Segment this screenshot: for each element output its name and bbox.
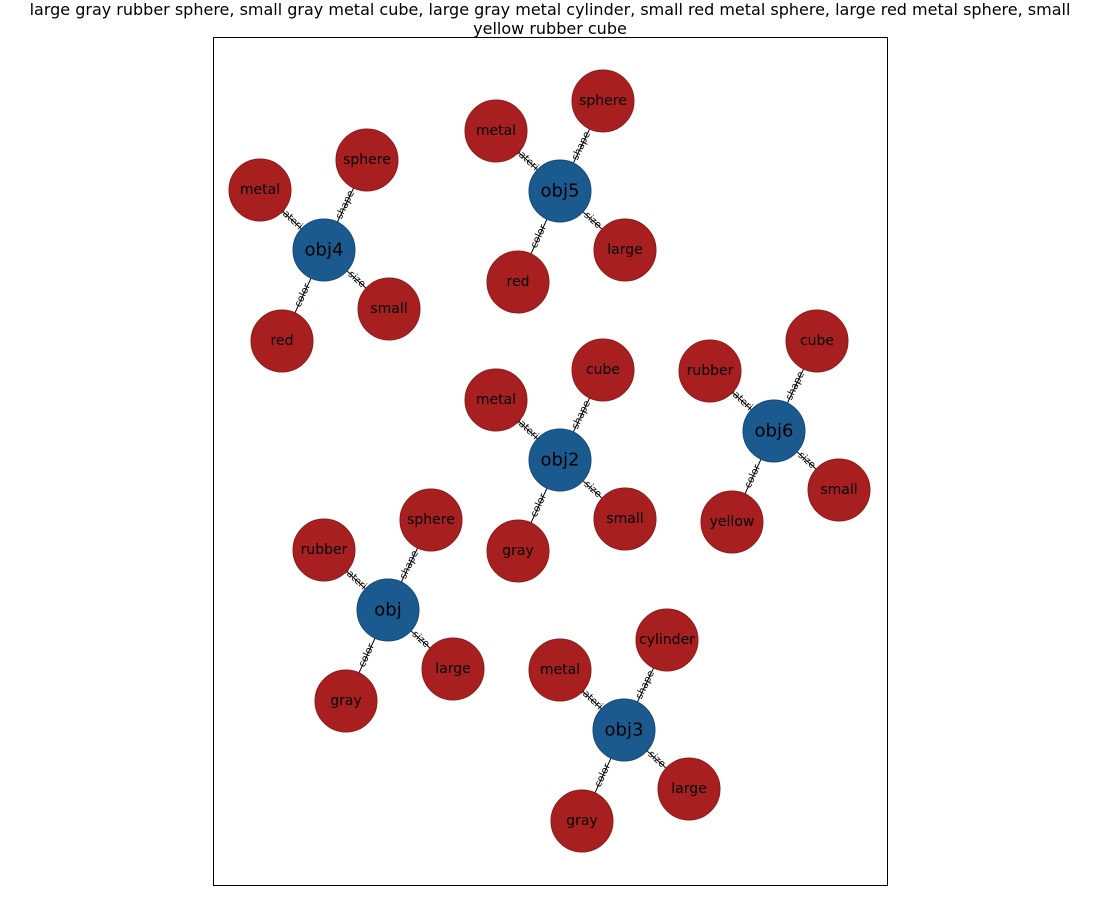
object-node [528, 428, 592, 492]
figure-title-line-2: yellow rubber cube [473, 19, 627, 38]
attribute-node-label: gray [502, 543, 534, 559]
edge-label-shape: shape [570, 130, 593, 162]
edge-label-shape: shape [634, 669, 657, 701]
edge-label-color: color [743, 462, 764, 490]
edge-label-color: color [529, 491, 550, 519]
figure-title: large gray rubber sphere, small gray met… [0, 0, 1100, 38]
attribute-node [486, 250, 550, 314]
attribute-node-label: yellow [710, 514, 755, 530]
attribute-node [292, 518, 356, 582]
object-node [356, 578, 420, 642]
object-node-label: obj5 [541, 181, 580, 202]
plot-frame [213, 37, 888, 886]
attribute-node-label: large [607, 242, 642, 258]
attribute-node-label: sphere [343, 152, 391, 168]
attribute-node-label: gray [330, 693, 362, 709]
attribute-node [700, 490, 764, 554]
object-node-label: obj2 [541, 450, 580, 471]
attribute-node [335, 128, 399, 192]
object-node [292, 218, 356, 282]
attribute-node-label: red [271, 333, 294, 349]
attribute-node [314, 669, 378, 733]
edge-label-shape: shape [334, 189, 357, 221]
attribute-node [785, 309, 849, 373]
attribute-node-label: metal [240, 182, 280, 198]
object-node-label: obj [374, 600, 401, 621]
edge-label-shape: shape [398, 549, 421, 581]
attribute-node [593, 218, 657, 282]
attribute-node [464, 368, 528, 432]
object-node-label: obj3 [605, 720, 644, 741]
attribute-node [486, 519, 550, 583]
attribute-node-label: rubber [687, 363, 734, 379]
attribute-node [571, 338, 635, 402]
edge-label-shape: shape [784, 370, 807, 402]
attribute-node [807, 458, 871, 522]
edge-label-shape: shape [570, 399, 593, 431]
attribute-node [357, 277, 421, 341]
attribute-node [250, 309, 314, 373]
object-node [742, 399, 806, 463]
attribute-node [593, 487, 657, 551]
attribute-node-label: sphere [579, 93, 627, 109]
attribute-node [399, 488, 463, 552]
attribute-node-label: rubber [301, 542, 348, 558]
edge-label-color: color [357, 641, 378, 669]
edge-label-color: color [293, 281, 314, 309]
attribute-node [464, 99, 528, 163]
object-node [528, 159, 592, 223]
attribute-node-label: small [606, 511, 643, 527]
figure-title-line-1: large gray rubber sphere, small gray met… [29, 0, 1071, 19]
edge-label-color: color [593, 761, 614, 789]
object-node-label: obj4 [305, 240, 344, 261]
attribute-node-label: large [435, 661, 470, 677]
attribute-node-label: metal [476, 392, 516, 408]
attribute-node-label: metal [476, 123, 516, 139]
attribute-node [528, 638, 592, 702]
attribute-node-label: cube [586, 362, 620, 378]
attribute-node [421, 637, 485, 701]
nodes-layer: gray rubber sphere large obj gray metal cube sma… [228, 69, 871, 853]
edge-label-color: color [529, 222, 550, 250]
attribute-node-label: red [507, 274, 530, 290]
attribute-node-label: small [370, 301, 407, 317]
attribute-node [571, 69, 635, 133]
attribute-node [657, 757, 721, 821]
attribute-node-label: sphere [407, 512, 455, 528]
object-node [592, 698, 656, 762]
attribute-node-label: cylinder [639, 632, 695, 648]
attribute-node-label: gray [566, 813, 598, 829]
attribute-node-label: small [820, 482, 857, 498]
attribute-node [678, 339, 742, 403]
attribute-node-label: cube [800, 333, 834, 349]
attribute-node [635, 608, 699, 672]
attribute-node-label: large [671, 781, 706, 797]
attribute-node [228, 158, 292, 222]
object-node-label: obj6 [755, 421, 794, 442]
attribute-node-label: metal [540, 662, 580, 678]
attribute-node [550, 789, 614, 853]
